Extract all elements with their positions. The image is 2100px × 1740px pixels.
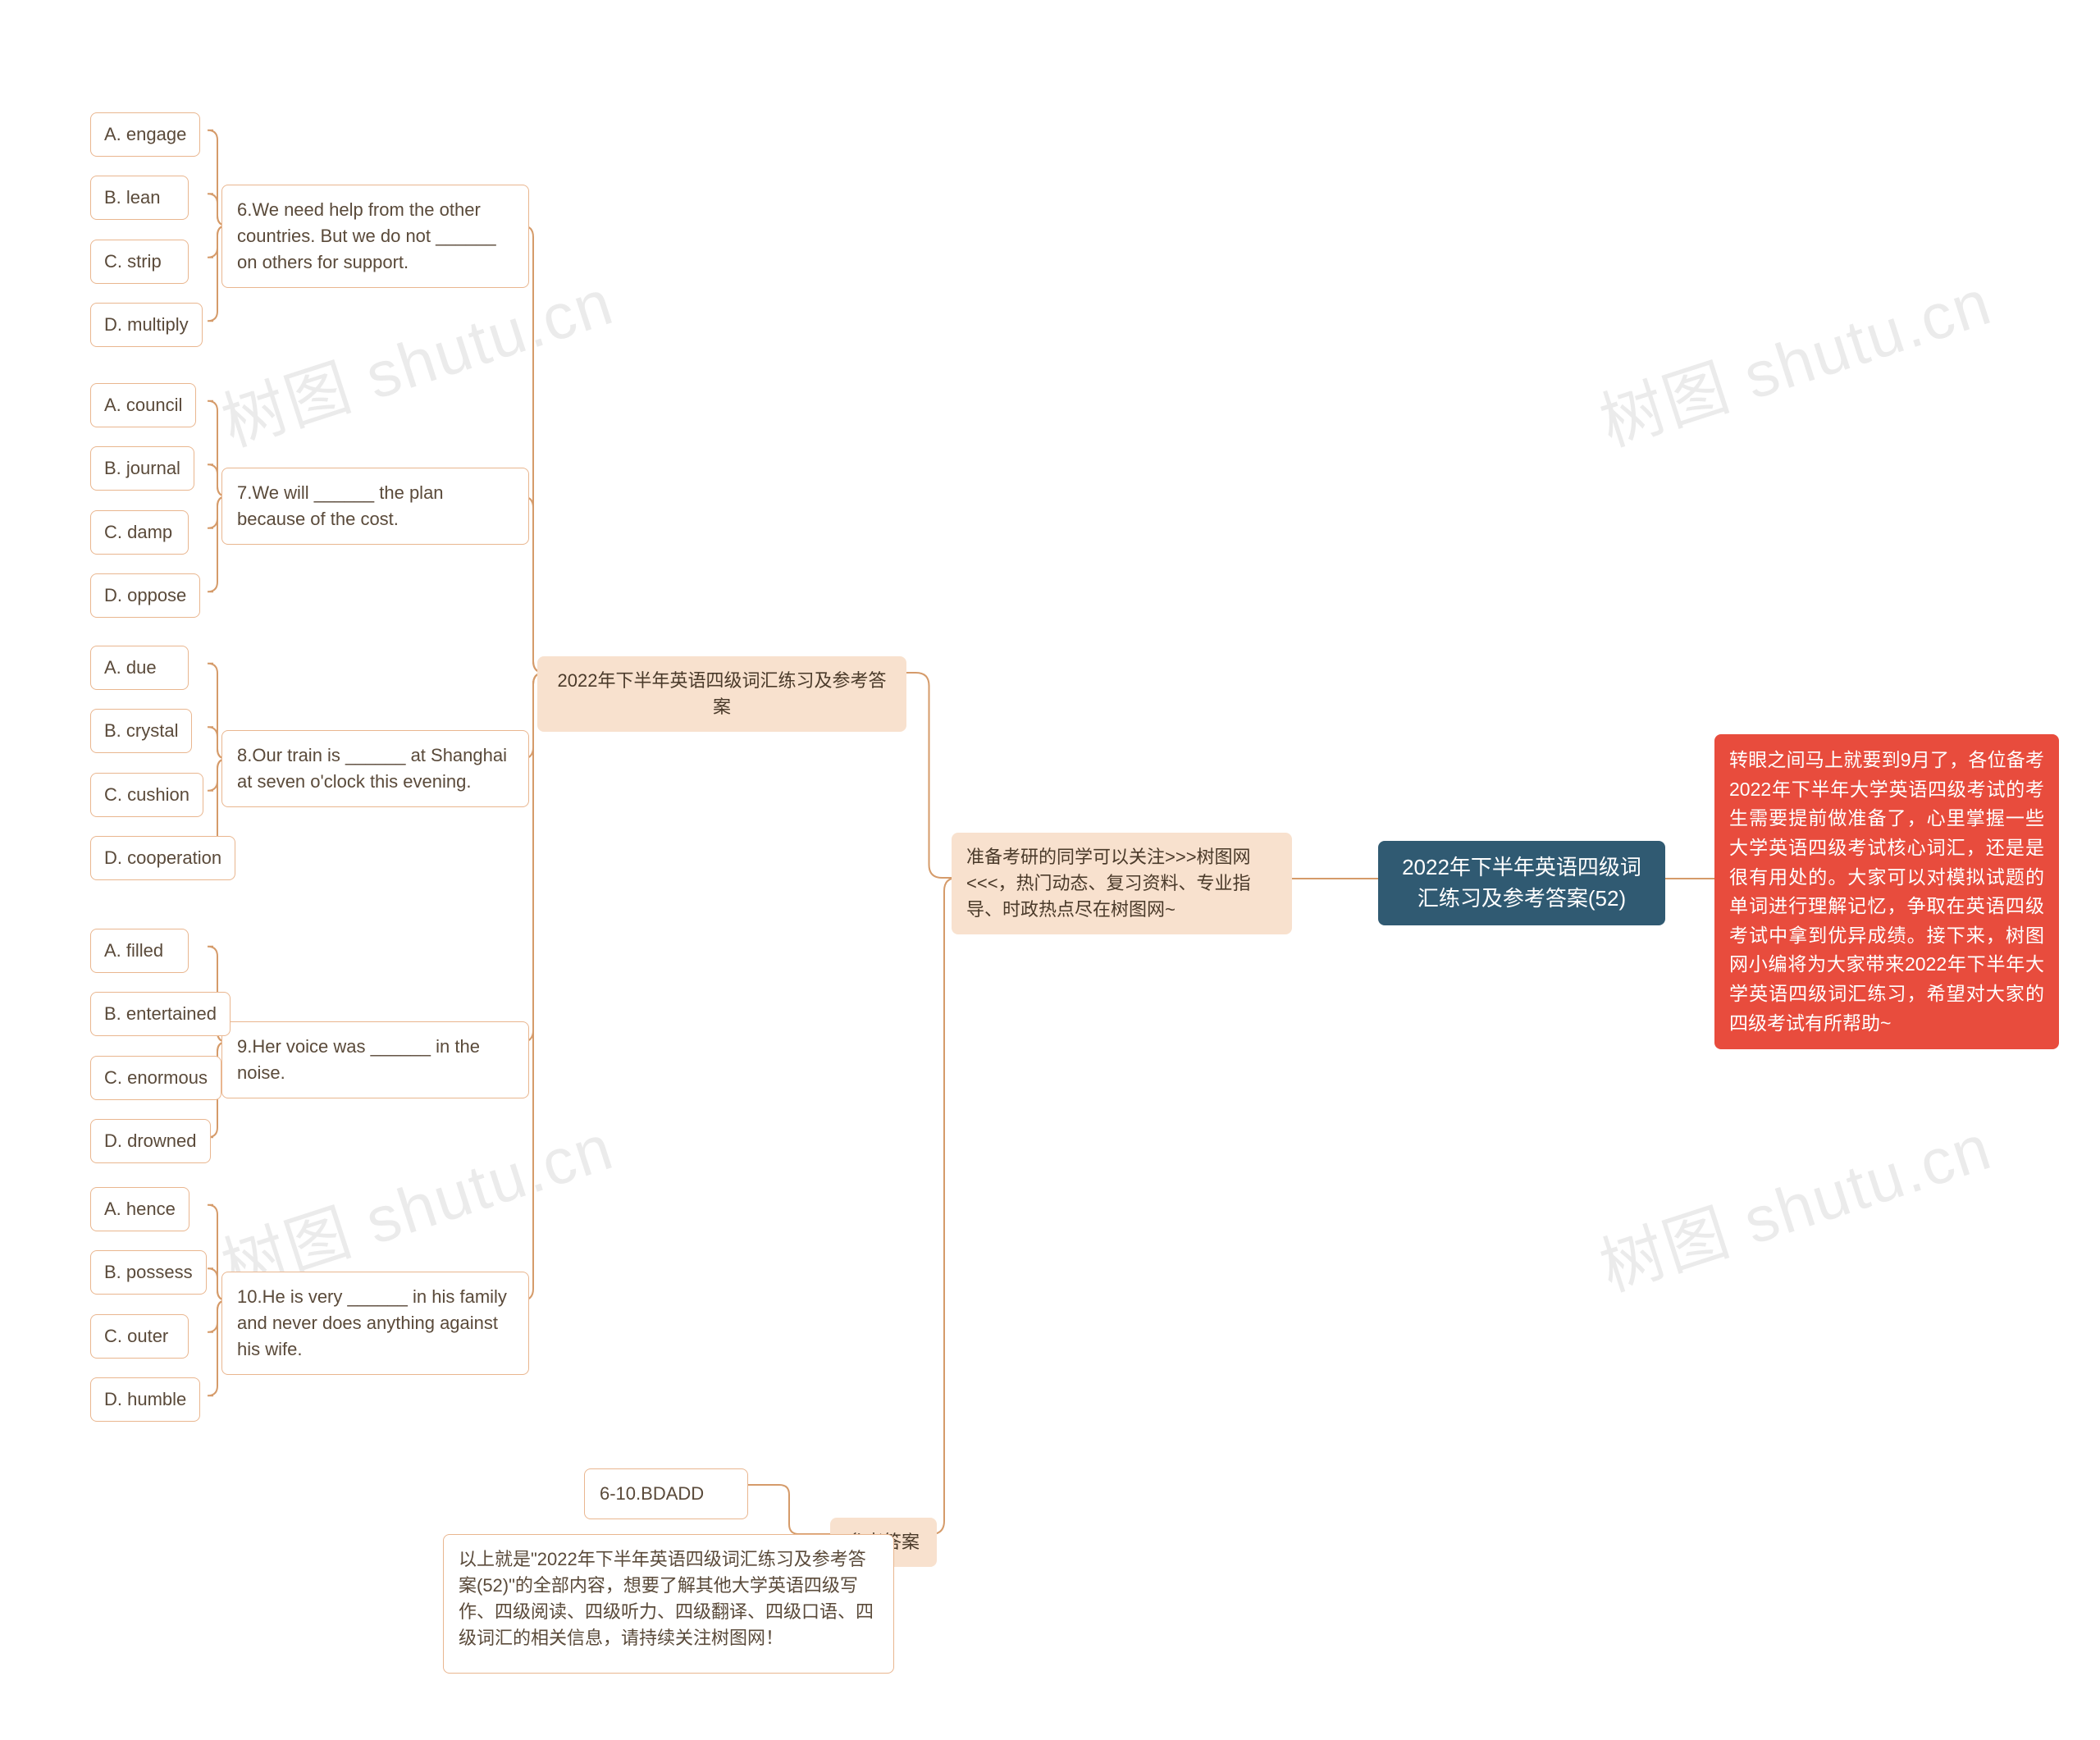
intro-node: 准备考研的同学可以关注>>>树图网<<<，热门动态、复习资料、专业指导、时政热点…: [952, 833, 1292, 934]
option-node: B. lean: [90, 176, 189, 220]
option-node: C. cushion: [90, 773, 203, 817]
watermark: 树图 shutu.cn: [1587, 1096, 2002, 1308]
question-node: 6.We need help from the other countries.…: [221, 185, 529, 288]
option-node: A. hence: [90, 1187, 189, 1231]
section-title-node: 2022年下半年英语四级词汇练习及参考答案: [537, 656, 906, 732]
option-node: D. oppose: [90, 573, 200, 618]
question-node: 9.Her voice was ______ in the noise.: [221, 1021, 529, 1098]
root-node: 2022年下半年英语四级词汇练习及参考答案(52): [1378, 841, 1665, 925]
option-node: C. enormous: [90, 1056, 221, 1100]
option-node: D. humble: [90, 1377, 200, 1422]
option-node: D. cooperation: [90, 836, 235, 880]
question-node: 10.He is very ______ in his family and n…: [221, 1272, 529, 1375]
option-node: C. strip: [90, 240, 189, 284]
answers-line-node: 6-10.BDADD: [584, 1468, 748, 1519]
option-node: D. multiply: [90, 303, 203, 347]
watermark: 树图 shutu.cn: [1587, 251, 2002, 464]
option-node: B. crystal: [90, 709, 192, 753]
option-node: B. entertained: [90, 992, 231, 1036]
question-node: 8.Our train is ______ at Shanghai at sev…: [221, 730, 529, 807]
question-node: 7.We will ______ the plan because of the…: [221, 468, 529, 545]
option-node: B. journal: [90, 446, 194, 491]
option-node: B. possess: [90, 1250, 207, 1295]
option-node: C. outer: [90, 1314, 189, 1359]
option-node: A. engage: [90, 112, 200, 157]
option-node: A. council: [90, 383, 196, 427]
option-node: A. due: [90, 646, 189, 690]
footer-node: 以上就是"2022年下半年英语四级词汇练习及参考答案(52)"的全部内容，想要了…: [443, 1534, 894, 1674]
option-node: A. filled: [90, 929, 189, 973]
description-node: 转眼之间马上就要到9月了，各位备考2022年下半年大学英语四级考试的考生需要提前…: [1714, 734, 2059, 1049]
option-node: D. drowned: [90, 1119, 211, 1163]
option-node: C. damp: [90, 510, 189, 555]
